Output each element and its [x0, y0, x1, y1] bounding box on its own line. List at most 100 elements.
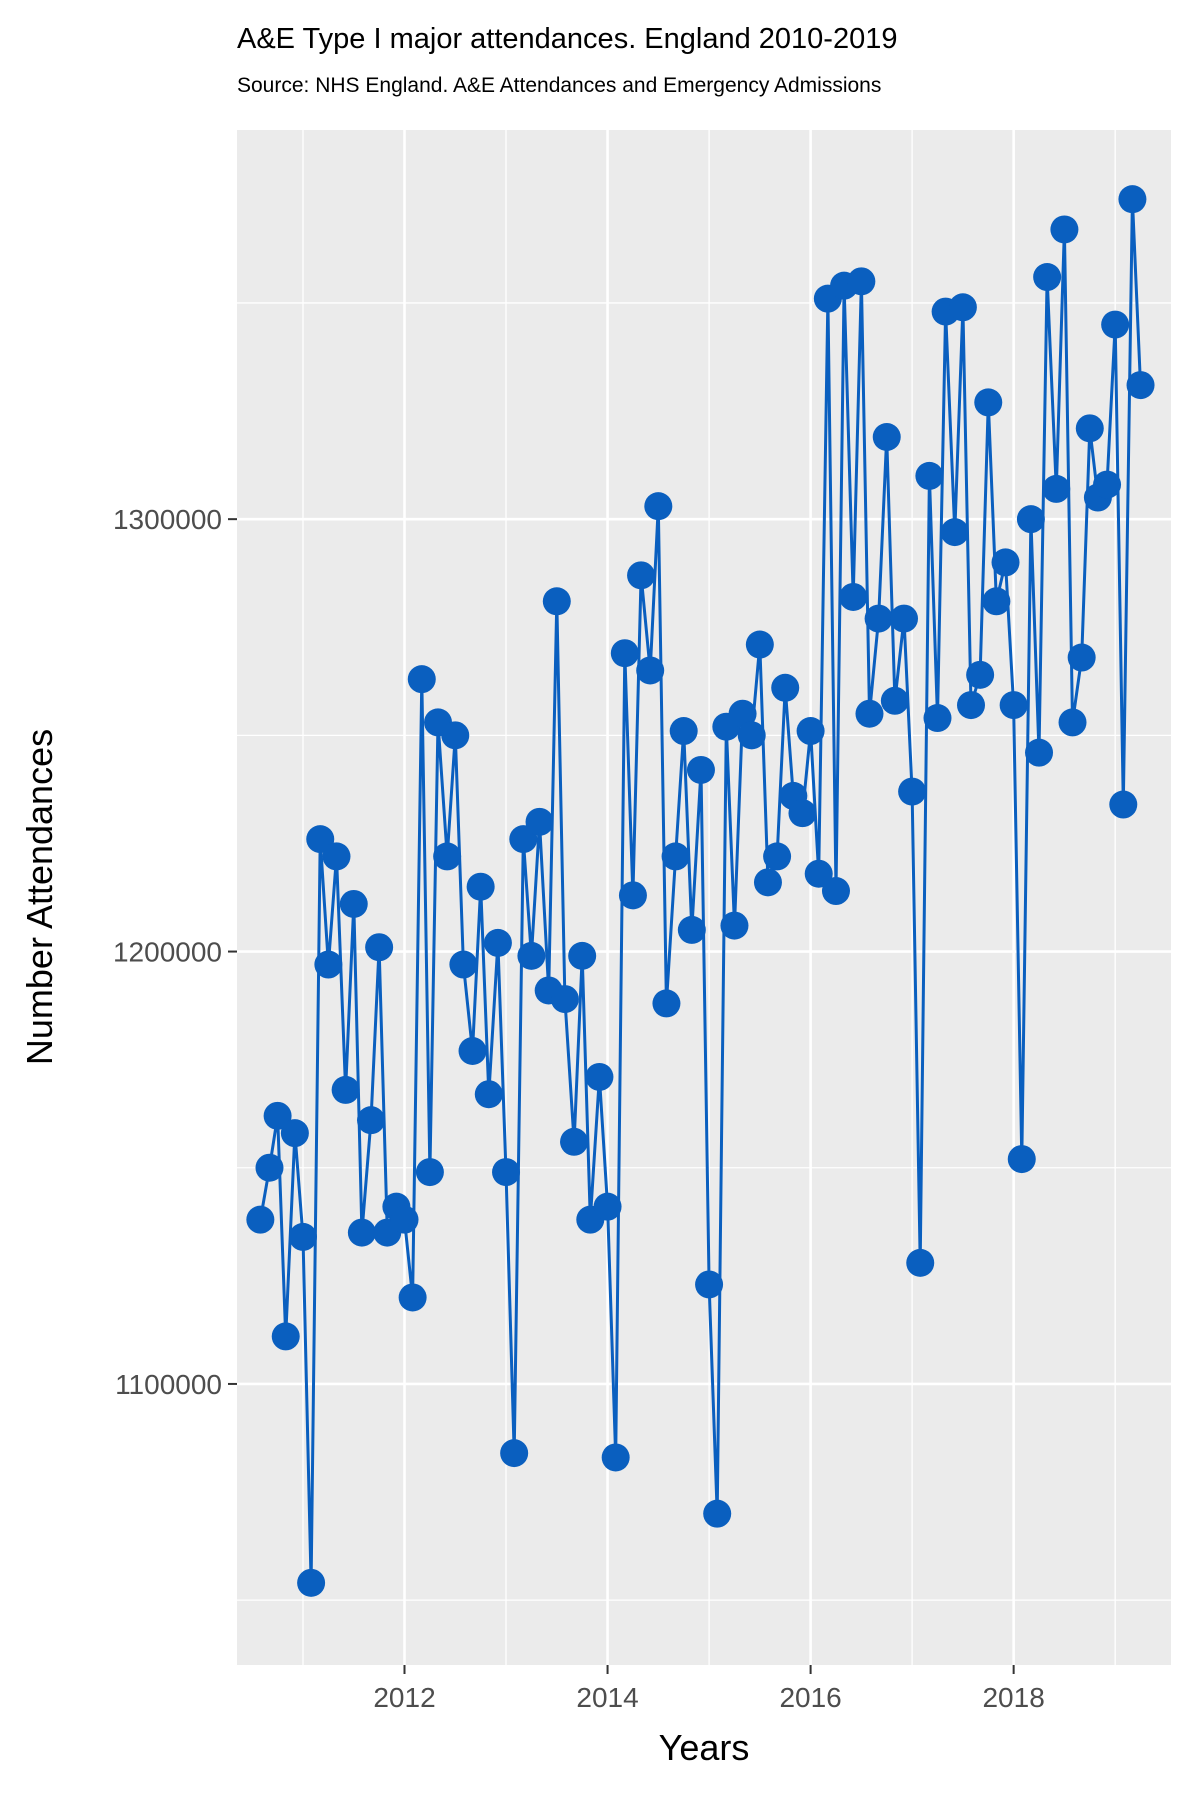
data-point [458, 1037, 487, 1065]
data-point [864, 604, 893, 633]
data-point [601, 1443, 630, 1472]
data-point [788, 799, 817, 828]
data-point [898, 777, 927, 806]
data-point [390, 1205, 419, 1234]
axes-layer: 2012 2014 2016 2018 1100000 1200000 1300000 [113, 504, 1045, 1713]
data-point [550, 985, 579, 1014]
data-point [322, 842, 351, 871]
data-point [804, 859, 833, 888]
data-point [271, 1322, 300, 1351]
series-layer [246, 185, 1155, 1597]
data-point [1067, 643, 1096, 672]
data-point [737, 721, 766, 750]
data-point [1058, 708, 1087, 737]
x-tick-label: 2014 [576, 1682, 638, 1713]
data-point [1118, 185, 1147, 214]
data-point [585, 1062, 614, 1091]
data-point [1050, 215, 1079, 244]
data-point [855, 699, 884, 728]
data-point [847, 267, 876, 296]
data-point [669, 717, 698, 746]
data-point [745, 630, 774, 659]
data-point [880, 686, 909, 715]
data-point [1025, 738, 1054, 767]
data-point [1042, 474, 1071, 503]
data-point [872, 423, 901, 451]
data-point [661, 842, 690, 871]
data-point [415, 1158, 444, 1187]
data-point [720, 911, 749, 940]
data-point [1109, 790, 1138, 819]
data-point [636, 656, 665, 685]
data-point [948, 293, 977, 322]
data-point [991, 548, 1020, 577]
data-point [652, 989, 681, 1018]
data-point [1126, 371, 1155, 400]
data-point [357, 1106, 386, 1135]
data-point [889, 604, 918, 633]
data-point [1016, 505, 1045, 534]
data-point [1033, 263, 1062, 292]
data-point [525, 807, 554, 836]
data-point [753, 868, 782, 897]
data-point [1007, 1145, 1036, 1174]
y-tick-label: 1200000 [113, 937, 222, 968]
data-point [821, 877, 850, 906]
data-point [618, 881, 647, 910]
data-point [999, 691, 1028, 720]
data-point [280, 1119, 309, 1148]
data-point [966, 660, 995, 689]
data-point [407, 665, 436, 694]
y-axis-label: Number Attendances [19, 729, 60, 1065]
data-point [957, 691, 986, 720]
data-point [255, 1153, 284, 1182]
data-point [695, 1270, 724, 1299]
data-point [728, 699, 757, 728]
data-point [677, 915, 706, 944]
data-point [796, 717, 825, 746]
data-point [627, 561, 656, 590]
data-point [500, 1439, 529, 1468]
x-tick-label: 2012 [373, 1682, 435, 1713]
data-point [474, 1080, 503, 1109]
data-point [517, 941, 546, 970]
data-point [246, 1205, 275, 1234]
x-tick-label: 2016 [779, 1682, 841, 1713]
data-point [492, 1158, 521, 1187]
data-point [441, 721, 470, 750]
data-point [449, 950, 478, 979]
data-point [365, 933, 394, 962]
chart-title: A&E Type I major attendances. England 20… [237, 23, 897, 55]
data-point [466, 872, 495, 901]
data-point [644, 492, 673, 521]
chart-subtitle: Source: NHS England. A&E Attendances and… [237, 74, 881, 97]
y-tick-label: 1100000 [115, 1369, 222, 1400]
data-point [1075, 414, 1104, 443]
data-point [906, 1248, 935, 1277]
data-point [1101, 310, 1130, 339]
data-point [542, 587, 571, 616]
data-point [763, 842, 792, 871]
data-point [568, 941, 597, 970]
x-tick-label: 2018 [982, 1682, 1044, 1713]
data-point [982, 587, 1011, 616]
data-point [483, 928, 512, 957]
data-point [915, 461, 944, 490]
y-tick-label: 1300000 [113, 504, 222, 535]
data-point [263, 1101, 292, 1130]
x-axis-label: Years [659, 1727, 750, 1768]
data-point [940, 518, 969, 547]
data-point [339, 889, 368, 918]
data-point [314, 950, 343, 979]
data-point [433, 842, 462, 871]
data-point [297, 1568, 326, 1597]
data-point [703, 1499, 732, 1528]
data-point [593, 1192, 622, 1221]
data-point [839, 582, 868, 611]
data-point [923, 704, 952, 733]
data-point [347, 1218, 376, 1247]
data-point [560, 1127, 589, 1156]
data-point [288, 1222, 317, 1251]
